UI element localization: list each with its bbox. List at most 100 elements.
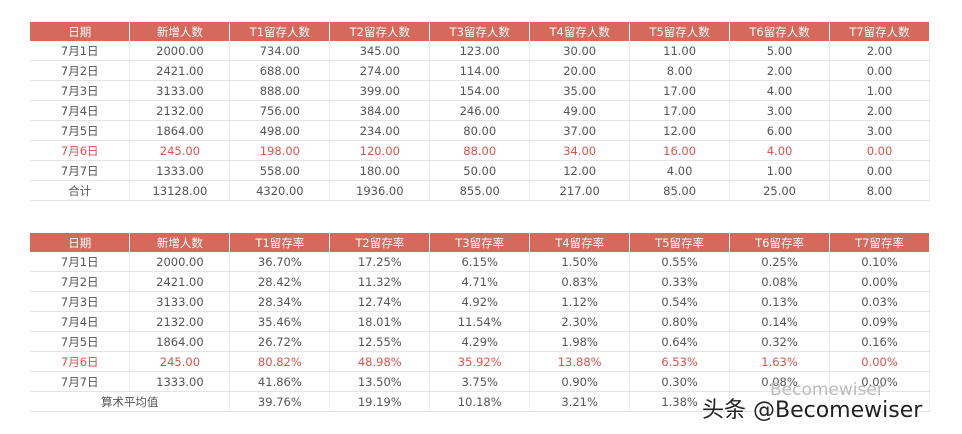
header-cell: T2留存率 — [329, 233, 431, 252]
cell: 4.00 — [729, 80, 830, 101]
cell: 7月4日 — [30, 100, 131, 121]
cell: 734.00 — [229, 41, 331, 61]
cell: 6.00 — [729, 120, 830, 141]
cell: 1.50% — [529, 252, 631, 272]
cell: 1.00 — [729, 160, 830, 181]
cell: 274.00 — [329, 60, 431, 81]
row: 7月6日 245.00 198.00 120.00 88.00 34.00 16.00 4.0… — [30, 140, 930, 161]
cell: 11.00 — [629, 41, 731, 61]
cell: 0.08% — [729, 271, 830, 292]
header-cell: T7留存率 — [829, 233, 930, 252]
cell: 13128.00 — [129, 180, 231, 201]
cell: 3.21% — [529, 391, 631, 412]
cell: 12.55% — [329, 331, 431, 352]
cell: 20.00 — [529, 60, 631, 81]
header-cell: 新增人数 — [129, 233, 231, 252]
cell: 7月7日 — [30, 160, 131, 181]
row: 7月5日 1864.00 498.00 234.00 80.00 37.00 12.00 6.… — [30, 120, 930, 141]
cell: 0.54% — [629, 291, 731, 312]
cell: 384.00 — [329, 100, 431, 121]
cell: 28.42% — [229, 271, 331, 292]
cell: 6.53% — [629, 351, 731, 372]
cell: 19.19% — [329, 391, 431, 412]
cell: 0.83% — [529, 271, 631, 292]
cell: 7月2日 — [30, 60, 131, 81]
cell: 6.15% — [429, 252, 531, 272]
cell: 7月3日 — [30, 291, 131, 312]
row: 7月6日 245.00 80.82% 48.98% 35.92% 13.88% 6.53% 1… — [30, 351, 930, 372]
cell: 0.55% — [629, 252, 731, 272]
cell: 245.00 — [129, 140, 231, 161]
cell: 11.54% — [429, 311, 531, 332]
header-cell: T4留存率 — [529, 233, 631, 252]
cell: 1333.00 — [129, 371, 231, 392]
average-row: 算术平均值 39.76% 19.19% 10.18% 3.21% 1.38% — [30, 391, 930, 412]
cell: 3133.00 — [129, 80, 231, 101]
row: 7月3日 3133.00 888.00 399.00 154.00 35.00 17.00 4… — [30, 80, 930, 101]
cell: 0.09% — [829, 311, 930, 332]
cell: 114.00 — [429, 60, 531, 81]
cell: 154.00 — [429, 80, 531, 101]
cell: 50.00 — [429, 160, 531, 181]
cell: 41.86% — [229, 371, 331, 392]
cell: 245.00 — [129, 351, 231, 372]
row: 7月3日 3133.00 28.34% 12.74% 4.92% 1.12% 0.54% 0.… — [30, 291, 930, 312]
cell: 888.00 — [229, 80, 331, 101]
row: 7月2日 2421.00 688.00 274.00 114.00 20.00 8.00 2.… — [30, 60, 930, 81]
cell: 0.00% — [829, 351, 930, 372]
cell: 合计 — [30, 180, 131, 201]
cell: 0.64% — [629, 331, 731, 352]
header-cell: 日期 — [30, 233, 131, 252]
row: 7月7日 1333.00 41.86% 13.50% 3.75% 0.90% 0.30% 0.… — [30, 371, 930, 392]
cell: 7月7日 — [30, 371, 131, 392]
cell: 7月4日 — [30, 311, 131, 332]
cell: 2.00 — [729, 60, 830, 81]
cell: 198.00 — [229, 140, 331, 161]
header-cell: T6留存率 — [729, 233, 830, 252]
cell: 0.25% — [729, 252, 830, 272]
cell: 0.14% — [729, 311, 830, 332]
header-cell: T3留存率 — [429, 233, 531, 252]
cell: 26.72% — [229, 331, 331, 352]
cell: 0.08% — [729, 371, 830, 392]
header-cell: 新增人数 — [129, 22, 231, 41]
header-cell: T5留存率 — [629, 233, 731, 252]
cell: 3.00 — [729, 100, 830, 121]
header-cell: T7留存人数 — [829, 22, 930, 41]
row: 7月5日 1864.00 26.72% 12.55% 4.29% 1.98% 0.64% 0.… — [30, 331, 930, 352]
cell: 13.88% — [529, 351, 631, 372]
cell: 0.00 — [829, 140, 930, 161]
empty-cell — [729, 391, 830, 412]
cell: 855.00 — [429, 180, 531, 201]
cell: 1.00 — [829, 80, 930, 101]
cell: 345.00 — [329, 41, 431, 61]
cell: 399.00 — [329, 80, 431, 101]
header-cell: T3留存人数 — [429, 22, 531, 41]
row: 7月1日 2000.00 36.70% 17.25% 6.15% 1.50% 0.55% 0.… — [30, 252, 930, 272]
cell: 2421.00 — [129, 60, 231, 81]
header-row: 日期 新增人数 T1留存率 T2留存率 T3留存率 T4留存率 T5留存率 T6留存率 T7留存… — [30, 233, 930, 252]
cell: 756.00 — [229, 100, 331, 121]
cell: 4.00 — [629, 160, 731, 181]
cell: 7月1日 — [30, 41, 131, 61]
cell: 120.00 — [329, 140, 431, 161]
cell: 4.00 — [729, 140, 830, 161]
cell: 7月5日 — [30, 331, 131, 352]
cell: 12.00 — [529, 160, 631, 181]
cell: 80.00 — [429, 120, 531, 141]
cell: 49.00 — [529, 100, 631, 121]
cell: 12.74% — [329, 291, 431, 312]
count-table: 日期 新增人数 T1留存人数 T2留存人数 T3留存人数 T4留存人数 T5留存人数 T6留存… — [30, 22, 930, 201]
cell: 498.00 — [229, 120, 331, 141]
cell: 2132.00 — [129, 100, 231, 121]
cell: 234.00 — [329, 120, 431, 141]
row: 合计 13128.00 4320.00 1936.00 855.00 217.00 85.0… — [30, 180, 930, 201]
cell: 10.18% — [429, 391, 531, 412]
cell: 7月2日 — [30, 271, 131, 292]
cell: 8.00 — [829, 180, 930, 201]
cell: 16.00 — [629, 140, 731, 161]
cell: 7月6日 — [30, 351, 131, 372]
cell: 12.00 — [629, 120, 731, 141]
cell: 35.92% — [429, 351, 531, 372]
